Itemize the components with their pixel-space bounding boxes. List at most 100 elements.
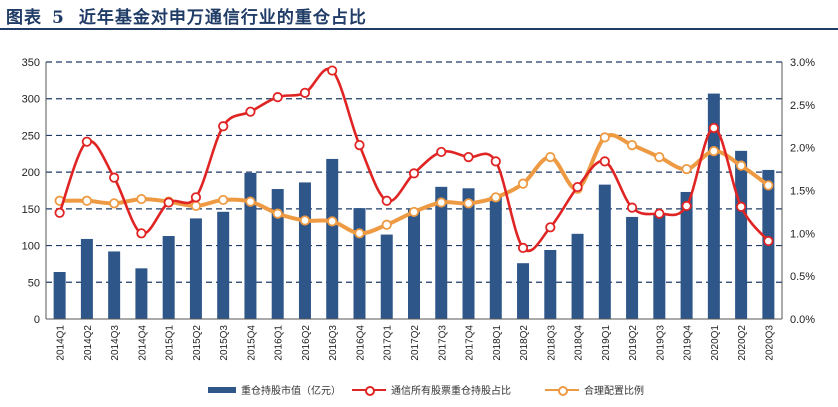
y-left-tick-label: 200	[22, 167, 40, 179]
reasonable-allocation-point	[763, 180, 774, 191]
bar	[189, 218, 202, 319]
bar	[707, 93, 720, 320]
heavy-holding-ratio-point	[272, 92, 283, 103]
x-tick-label: 2015Q3	[219, 325, 230, 361]
y-right-tick-label: 0.0%	[790, 314, 815, 326]
bar	[489, 196, 502, 319]
bar	[462, 188, 475, 319]
heavy-holding-ratio-point	[517, 242, 529, 253]
bar	[598, 184, 611, 319]
y-right-tick-label: 3.0%	[790, 57, 815, 69]
x-tick-label: 2018Q2	[519, 325, 530, 361]
heavy-holding-ratio-point	[54, 207, 65, 218]
title-bar: 图表 5 近年基金对申万通信行业的重仓占比	[0, 0, 838, 30]
reasonable-allocation-point	[708, 145, 719, 157]
x-tick-label: 2017Q2	[410, 325, 421, 361]
y-left-tick-label: 0	[34, 314, 40, 326]
legend-swatch-orange-line	[545, 385, 579, 396]
chart-title: 图表 5 近年基金对申万通信行业的重仓占比	[6, 3, 367, 28]
reasonable-allocation-point	[381, 219, 392, 230]
legend-label: 重仓持股市值（亿元）	[241, 386, 341, 397]
bar	[380, 234, 393, 319]
heavy-holding-ratio-point	[681, 200, 692, 212]
x-tick-label: 2020Q2	[737, 325, 748, 361]
legend-swatch-red-line	[352, 385, 386, 396]
reasonable-allocation-point	[136, 193, 147, 205]
heavy-holding-ratio-point	[354, 139, 365, 151]
y-left-tick-label: 300	[22, 94, 40, 106]
x-tick-label: 2017Q3	[437, 325, 448, 361]
x-tick-label: 2017Q4	[465, 325, 476, 361]
figure-number: 5	[52, 8, 65, 28]
heavy-holding-ratio-point	[736, 201, 747, 212]
y-left-tick-label: 250	[22, 130, 40, 142]
x-tick-label: 2014Q3	[110, 325, 121, 361]
reasonable-allocation-point	[436, 197, 447, 208]
heavy-holding-ratio-point	[490, 156, 501, 167]
x-tick-label: 2019Q2	[628, 325, 639, 361]
bar	[571, 233, 584, 319]
y-right-tick-label: 1.5%	[790, 186, 815, 198]
reasonable-allocation-point	[517, 178, 529, 189]
bar	[435, 186, 448, 319]
reasonable-allocation-point	[218, 194, 229, 206]
bar	[626, 216, 639, 319]
bar	[544, 249, 557, 319]
reasonable-allocation-point	[736, 160, 747, 171]
y-left-tick-label: 150	[22, 204, 40, 216]
reasonable-allocation-point	[626, 139, 638, 151]
y-right-tick-label: 1.0%	[790, 228, 815, 240]
heavy-holding-ratio-point	[626, 202, 638, 213]
y-right-tick-label: 0.5%	[790, 271, 815, 283]
heavy-holding-ratio-point	[763, 235, 774, 247]
heavy-holding-ratio-point	[163, 197, 174, 208]
heavy-holding-ratio-point	[408, 168, 420, 179]
legend-swatch-bar	[208, 386, 236, 393]
x-tick-label: 2016Q4	[355, 325, 366, 361]
bar	[298, 182, 311, 319]
x-tick-label: 2015Q4	[246, 325, 257, 361]
y-right-tick-label: 2.5%	[790, 100, 815, 112]
x-tick-label: 2015Q1	[165, 325, 176, 361]
reasonable-allocation-point	[327, 216, 338, 227]
title-text: 近年基金对申万通信行业的重仓占比	[78, 8, 367, 28]
heavy-holding-ratio-point	[190, 192, 202, 203]
bar	[653, 213, 666, 319]
x-tick-label: 2019Q1	[601, 325, 612, 361]
reasonable-allocation-point	[81, 195, 92, 206]
x-tick-label: 2018Q1	[492, 325, 503, 361]
reasonable-allocation-point	[654, 151, 665, 163]
heavy-holding-ratio-point	[463, 151, 474, 163]
heavy-holding-ratio-point	[109, 172, 120, 183]
legend: 重仓持股市值（亿元） 通信所有股票重仓持股占比 合理配置比例	[0, 382, 838, 402]
bar	[680, 191, 693, 319]
legend-item-bar: 重仓持股市值（亿元）	[208, 382, 341, 397]
bar	[135, 268, 148, 319]
x-tick-label: 2018Q4	[574, 325, 585, 361]
legend-label: 通信所有股票重仓持股占比	[391, 386, 511, 397]
reasonable-allocation-point	[408, 206, 420, 218]
heavy-holding-ratio-point	[436, 146, 447, 158]
x-tick-label: 2014Q4	[137, 325, 148, 361]
bar	[271, 189, 284, 319]
heavy-holding-ratio-point	[708, 122, 719, 134]
legend-label: 合理配置比例	[584, 386, 644, 397]
x-tick-label: 2019Q3	[655, 325, 666, 361]
heavy-holding-ratio-point	[81, 136, 92, 147]
y-left-tick-label: 350	[22, 57, 40, 69]
heavy-holding-ratio-point	[245, 106, 256, 117]
combo-chart: 0 50 100 150 200 250 300 350 0.0% 0.5% 1.0% 1.5% 2.0…	[22, 57, 816, 361]
bar	[408, 208, 420, 319]
bar	[108, 251, 121, 319]
bar	[244, 172, 257, 319]
heavy-holding-ratio-point	[327, 65, 338, 76]
y-left-tick-label: 100	[22, 241, 40, 253]
heavy-holding-ratio-point	[545, 222, 556, 233]
x-tick-label: 2019Q4	[683, 325, 694, 361]
reasonable-allocation-point	[490, 192, 501, 203]
y-right-tick-label: 2.0%	[790, 143, 815, 155]
bar	[353, 208, 366, 319]
bar	[80, 238, 93, 319]
figure-label: 图表	[6, 8, 42, 28]
x-tick-label: 2020Q1	[710, 325, 721, 361]
